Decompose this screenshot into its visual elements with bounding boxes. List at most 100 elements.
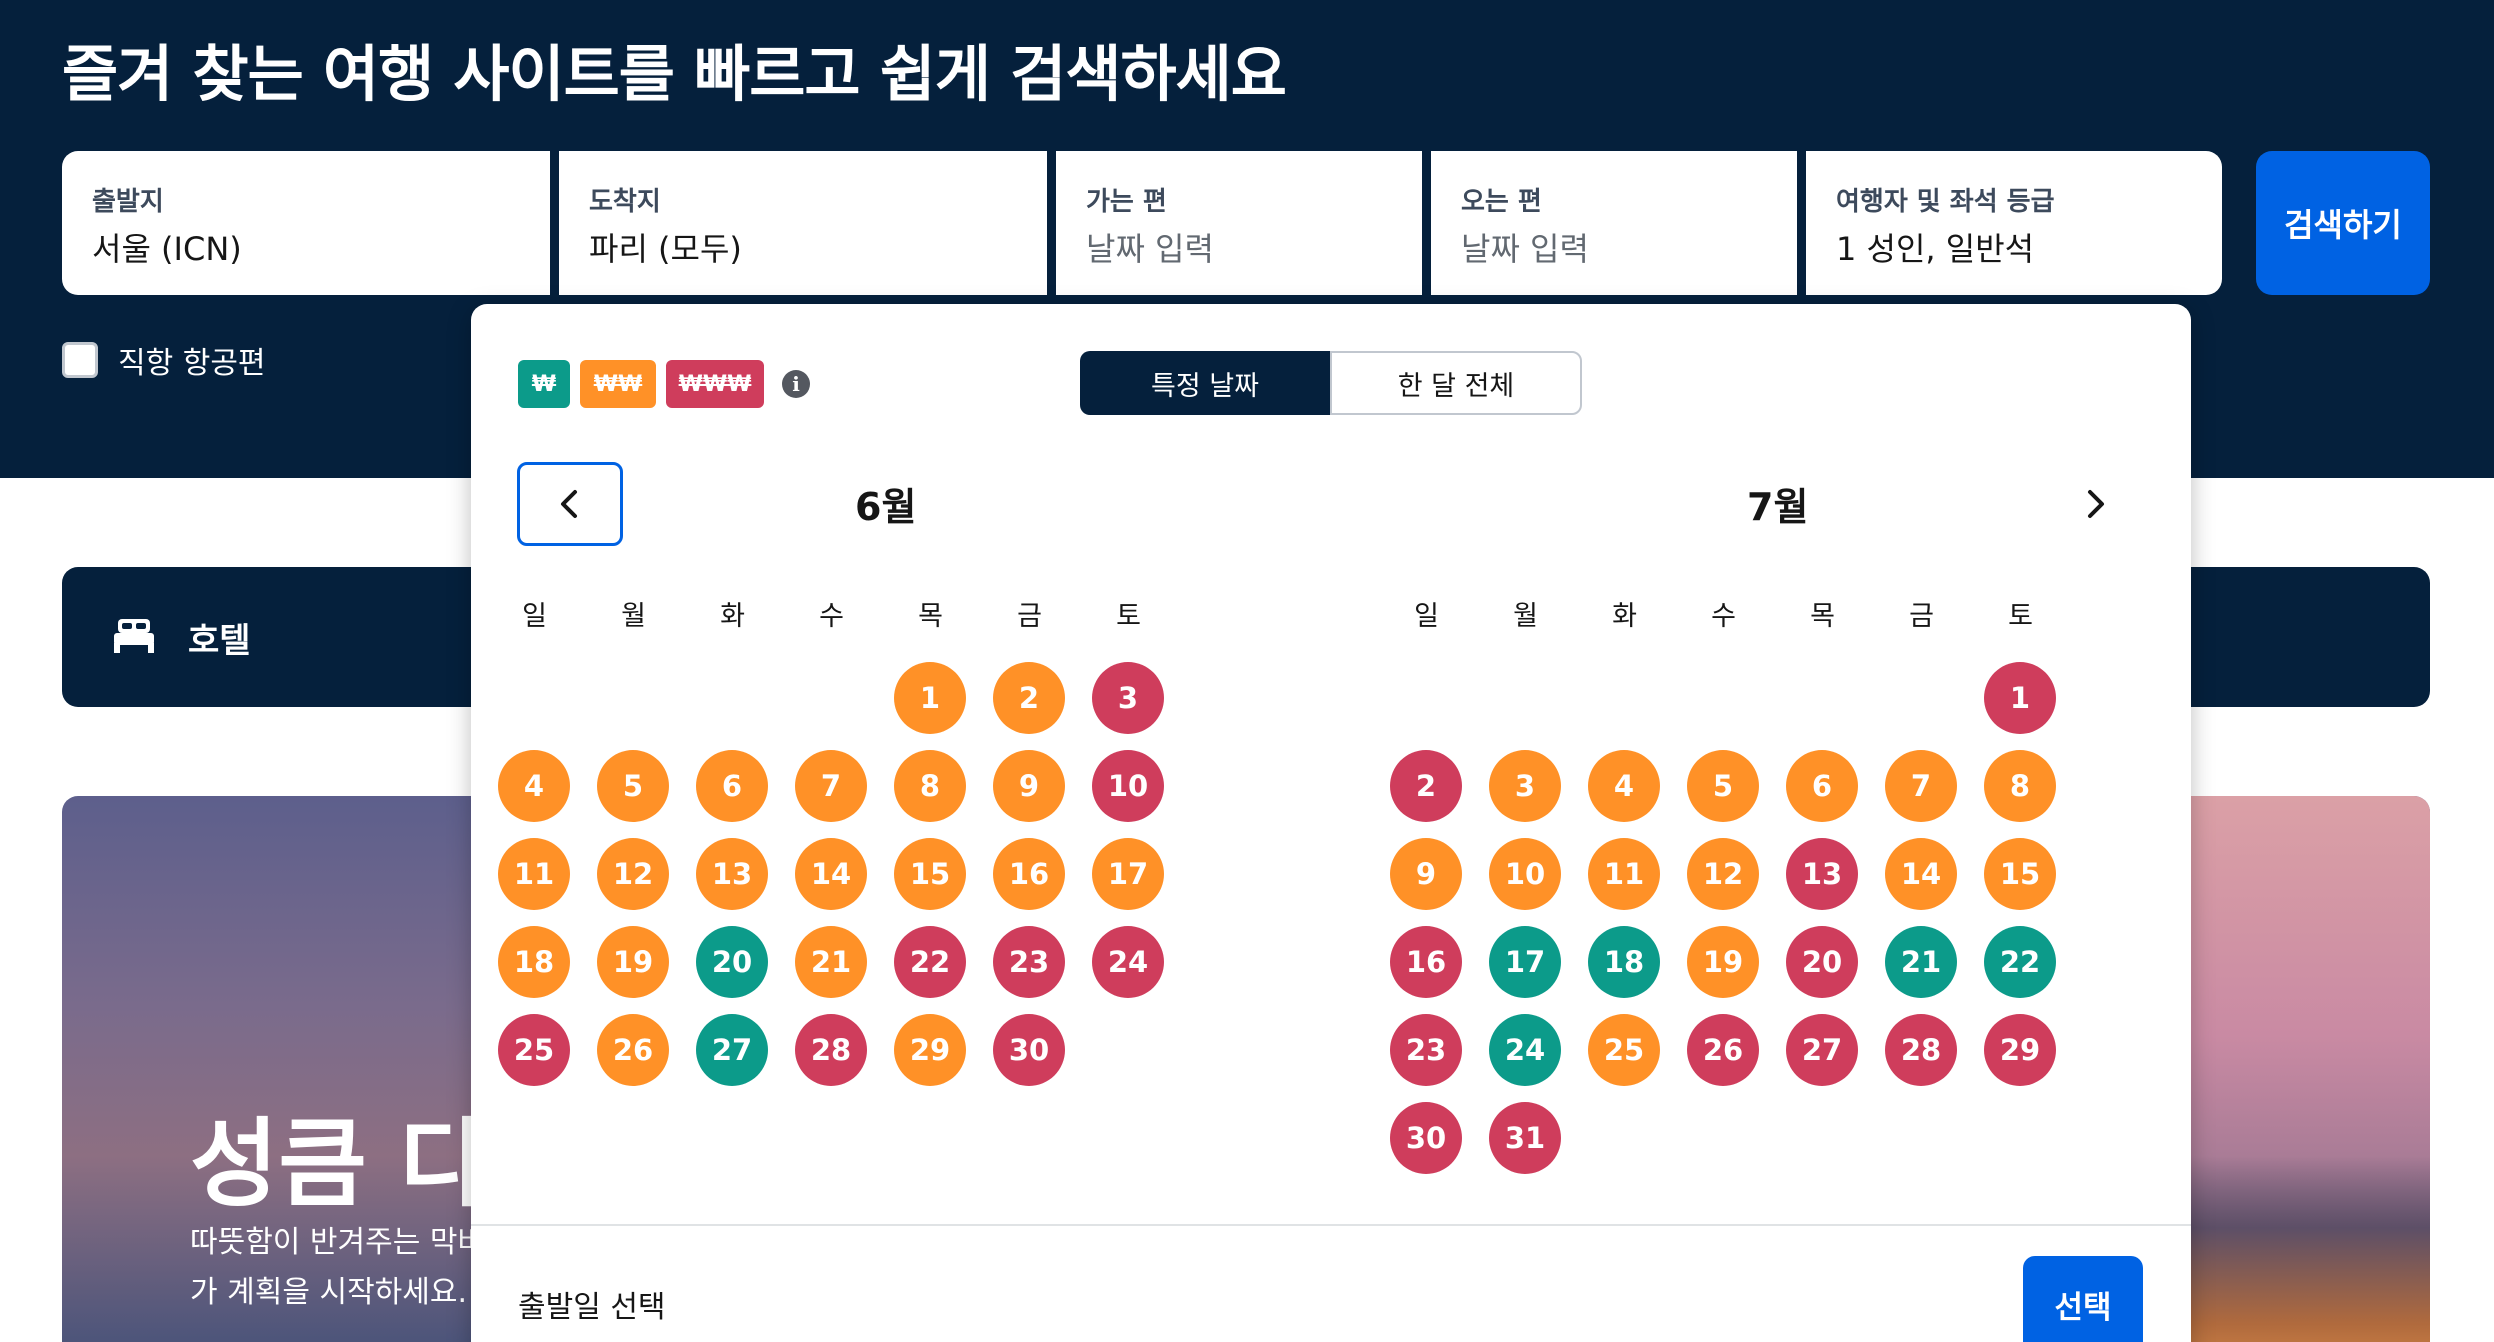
return-placeholder: 날짜 입력 [1461,230,1589,268]
calendar-day[interactable]: 10 [1489,838,1561,910]
price-high-badge: ₩₩₩ [666,360,764,408]
calendar-day[interactable]: 9 [1390,838,1462,910]
calendar-day[interactable]: 22 [894,926,966,998]
return-date-field[interactable]: 오는 편 날짜 입력 [1431,151,1797,295]
calendar-day[interactable]: 8 [1984,750,2056,822]
destination-label: 도착지 [589,187,661,217]
travellers-field[interactable]: 여행자 및 좌석 등급 1 성인, 일반석 [1806,151,2222,295]
calendar-day[interactable]: 24 [1489,1014,1561,1086]
calendar-day[interactable]: 14 [795,838,867,910]
calendar-day[interactable]: 20 [1786,926,1858,998]
calendar-day[interactable]: 12 [1687,838,1759,910]
weekday-header: 월 [621,601,646,632]
calendar-day[interactable]: 2 [1390,750,1462,822]
calendar-day[interactable]: 7 [1885,750,1957,822]
info-icon[interactable]: i [782,370,810,398]
weekday-header: 금 [1017,601,1042,632]
destination-field[interactable]: 도착지 파리 (모두) [559,151,1047,295]
calendar-day[interactable]: 23 [1390,1014,1462,1086]
calendar-day[interactable]: 9 [993,750,1065,822]
weekday-header: 토 [1116,601,1141,632]
travellers-label: 여행자 및 좌석 등급 [1836,187,2055,217]
calendar-day[interactable]: 1 [894,662,966,734]
return-label: 오는 편 [1461,187,1542,217]
calendar-day[interactable]: 27 [1786,1014,1858,1086]
calendar-day[interactable]: 21 [795,926,867,998]
calendar-day[interactable]: 8 [894,750,966,822]
calendar-day[interactable]: 17 [1092,838,1164,910]
calendar-day[interactable]: 29 [894,1014,966,1086]
calendar-day[interactable]: 15 [1984,838,2056,910]
calendar-day[interactable]: 11 [498,838,570,910]
depart-date-field[interactable]: 가는 편 날짜 입력 [1056,151,1422,295]
footer-label: 출발일 선택 [518,1290,666,1325]
calendar-day[interactable]: 2 [993,662,1065,734]
calendar-day[interactable]: 18 [1588,926,1660,998]
calendar-day[interactable]: 31 [1489,1102,1561,1174]
calendar-day[interactable]: 3 [1092,662,1164,734]
chevron-right-icon [2088,490,2104,518]
calendar-day[interactable]: 27 [696,1014,768,1086]
month-title-june: 6월 [855,485,917,529]
search-button[interactable]: 검색하기 [2256,151,2430,295]
calendar-day[interactable]: 22 [1984,926,2056,998]
weekday-header: 토 [2008,601,2033,632]
promo-text: 따뜻함이 반겨주는 막바 가 계획을 시작하세요. [190,1225,486,1310]
weekday-header: 일 [522,601,547,632]
calendar-day[interactable]: 11 [1588,838,1660,910]
origin-field[interactable]: 출발지 서울 (ICN) [62,151,550,295]
calendar-day[interactable]: 10 [1092,750,1164,822]
hotel-label: 호텔 [188,621,251,661]
calendar-day[interactable]: 20 [696,926,768,998]
calendar-day[interactable]: 26 [597,1014,669,1086]
calendar-day[interactable]: 25 [498,1014,570,1086]
calendar-day[interactable]: 15 [894,838,966,910]
calendar-day[interactable]: 7 [795,750,867,822]
weekday-header: 목 [918,601,943,632]
next-month-button[interactable] [2063,472,2127,536]
calendar-day[interactable]: 1 [1984,662,2056,734]
calendar-day[interactable]: 18 [498,926,570,998]
calendar-day[interactable]: 21 [1885,926,1957,998]
calendar-day[interactable]: 25 [1588,1014,1660,1086]
calendar-day[interactable]: 5 [1687,750,1759,822]
calendar-day[interactable]: 6 [696,750,768,822]
tab-whole-month[interactable]: 한 달 전체 [1330,351,1582,415]
calendar-day[interactable]: 13 [696,838,768,910]
calendar-day[interactable]: 19 [1687,926,1759,998]
depart-label: 가는 편 [1086,187,1167,217]
direct-flights-option[interactable]: 직항 항공편 [62,338,266,382]
calendar-day[interactable]: 30 [993,1014,1065,1086]
direct-flights-checkbox[interactable] [62,342,98,378]
calendar-day[interactable]: 14 [1885,838,1957,910]
weekday-header: 목 [1810,601,1835,632]
calendar-day[interactable]: 30 [1390,1102,1462,1174]
calendar-day[interactable]: 17 [1489,926,1561,998]
depart-placeholder: 날짜 입력 [1086,230,1214,268]
tab-specific-date[interactable]: 특정 날짜 [1080,351,1330,415]
weekday-header: 월 [1513,601,1538,632]
calendar-day[interactable]: 6 [1786,750,1858,822]
calendar-day[interactable]: 5 [597,750,669,822]
calendar-day[interactable]: 28 [1885,1014,1957,1086]
calendar-day[interactable]: 24 [1092,926,1164,998]
price-legend: ₩ ₩₩ ₩₩₩ i [518,360,810,408]
calendar-day[interactable]: 16 [1390,926,1462,998]
calendar-day[interactable]: 12 [597,838,669,910]
calendar-day[interactable]: 4 [498,750,570,822]
previous-month-button[interactable] [517,462,623,546]
calendar-day[interactable]: 23 [993,926,1065,998]
calendar-day[interactable]: 16 [993,838,1065,910]
price-mid-badge: ₩₩ [580,360,656,408]
calendar-day[interactable]: 13 [1786,838,1858,910]
calendar-day[interactable]: 3 [1489,750,1561,822]
calendar-day[interactable]: 19 [597,926,669,998]
calendar-day[interactable]: 4 [1588,750,1660,822]
calendar-day[interactable]: 29 [1984,1014,2056,1086]
select-button[interactable]: 선택 [2023,1256,2143,1342]
calendar-day[interactable]: 28 [795,1014,867,1086]
calendar-day[interactable]: 26 [1687,1014,1759,1086]
date-mode-toggle: 특정 날짜 한 달 전체 [1080,351,1582,415]
origin-label: 출발지 [92,187,164,217]
